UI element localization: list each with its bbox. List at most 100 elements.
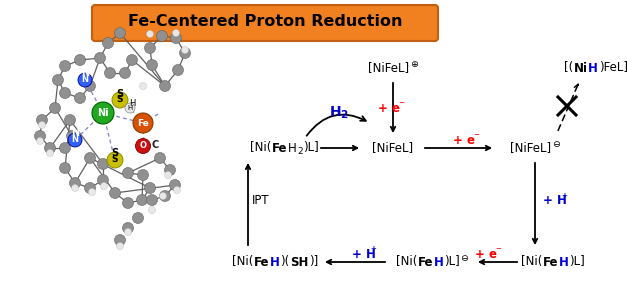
Circle shape [159, 80, 171, 91]
Text: [Ni(: [Ni( [232, 256, 253, 269]
Text: Fe-Centered Proton Reduction: Fe-Centered Proton Reduction [128, 14, 403, 30]
Text: )(: )( [280, 256, 289, 269]
Circle shape [92, 102, 114, 124]
Circle shape [147, 194, 157, 205]
Text: H: H [288, 141, 297, 155]
Circle shape [139, 114, 147, 122]
Text: SH: SH [290, 256, 308, 269]
Text: )L]: )L] [303, 141, 319, 155]
Circle shape [75, 92, 85, 103]
Circle shape [137, 169, 149, 180]
Text: C: C [151, 140, 159, 150]
Circle shape [60, 87, 70, 99]
Circle shape [154, 152, 166, 164]
Circle shape [159, 192, 167, 200]
Circle shape [85, 152, 95, 164]
Text: H: H [588, 62, 598, 75]
Text: + H: + H [543, 194, 567, 208]
Text: [(: [( [564, 62, 573, 75]
Circle shape [164, 172, 172, 179]
Circle shape [125, 229, 132, 236]
Circle shape [157, 30, 167, 42]
Circle shape [125, 103, 135, 113]
Circle shape [38, 121, 46, 128]
Circle shape [45, 143, 56, 153]
Circle shape [98, 175, 108, 185]
Circle shape [171, 33, 181, 43]
Text: )L]: )L] [444, 256, 460, 269]
Circle shape [60, 60, 70, 71]
Circle shape [179, 47, 191, 59]
Circle shape [169, 180, 181, 191]
Text: N: N [81, 68, 89, 78]
Circle shape [100, 183, 107, 189]
Text: Fe: Fe [418, 256, 433, 269]
Circle shape [133, 113, 153, 133]
Circle shape [174, 187, 181, 193]
Text: O: O [139, 141, 147, 151]
Text: ⊕: ⊕ [410, 60, 418, 69]
Circle shape [139, 83, 147, 90]
Circle shape [60, 163, 70, 173]
Circle shape [115, 234, 125, 245]
Text: ⊖: ⊖ [552, 140, 560, 149]
Circle shape [95, 52, 105, 63]
Text: H: H [129, 99, 135, 108]
Circle shape [144, 183, 155, 193]
Text: H: H [270, 256, 280, 269]
Text: [NiFeL]: [NiFeL] [372, 141, 413, 155]
Text: + e: + e [475, 248, 497, 261]
Text: ⊖: ⊖ [460, 254, 468, 263]
Circle shape [122, 197, 134, 209]
Text: + e: + e [378, 102, 400, 115]
Circle shape [135, 139, 150, 153]
Circle shape [107, 152, 123, 168]
Text: N: N [71, 128, 79, 138]
Circle shape [147, 30, 154, 38]
Text: [NiFeL]: [NiFeL] [368, 62, 409, 75]
Circle shape [147, 59, 157, 71]
Circle shape [60, 143, 70, 153]
Circle shape [172, 30, 179, 37]
Text: [Ni(: [Ni( [250, 141, 271, 155]
Text: )L]: )L] [569, 256, 585, 269]
Text: )]: )] [308, 256, 318, 269]
Circle shape [46, 149, 53, 156]
FancyBboxPatch shape [92, 5, 438, 41]
Text: 2: 2 [297, 147, 303, 156]
Text: H: H [559, 256, 569, 269]
Circle shape [172, 64, 184, 75]
Circle shape [36, 115, 48, 125]
Circle shape [122, 222, 134, 233]
Text: Fe: Fe [137, 119, 149, 128]
Circle shape [144, 43, 155, 54]
Circle shape [137, 194, 147, 205]
Text: IPT: IPT [252, 194, 270, 208]
Circle shape [149, 206, 155, 213]
Text: 2: 2 [340, 110, 347, 120]
Text: [Ni(: [Ni( [521, 256, 542, 269]
Circle shape [127, 55, 137, 66]
Circle shape [36, 137, 43, 144]
Text: H: H [434, 256, 443, 269]
Text: ⁻: ⁻ [473, 132, 479, 142]
Circle shape [50, 103, 60, 114]
Text: Fe: Fe [253, 256, 269, 269]
Circle shape [65, 115, 75, 125]
Text: Ni: Ni [574, 62, 587, 75]
Circle shape [105, 67, 115, 79]
Circle shape [68, 133, 82, 147]
Text: )FeL]: )FeL] [599, 62, 627, 75]
Circle shape [122, 168, 134, 179]
Circle shape [70, 177, 80, 188]
Text: N: N [71, 136, 78, 144]
FancyArrowPatch shape [307, 115, 366, 136]
Circle shape [159, 191, 171, 201]
Circle shape [120, 67, 130, 79]
Circle shape [117, 242, 124, 249]
FancyArrowPatch shape [558, 84, 579, 131]
Text: + H: + H [352, 248, 376, 261]
Text: H: H [127, 105, 133, 111]
Text: N: N [82, 75, 88, 84]
Circle shape [85, 183, 95, 193]
